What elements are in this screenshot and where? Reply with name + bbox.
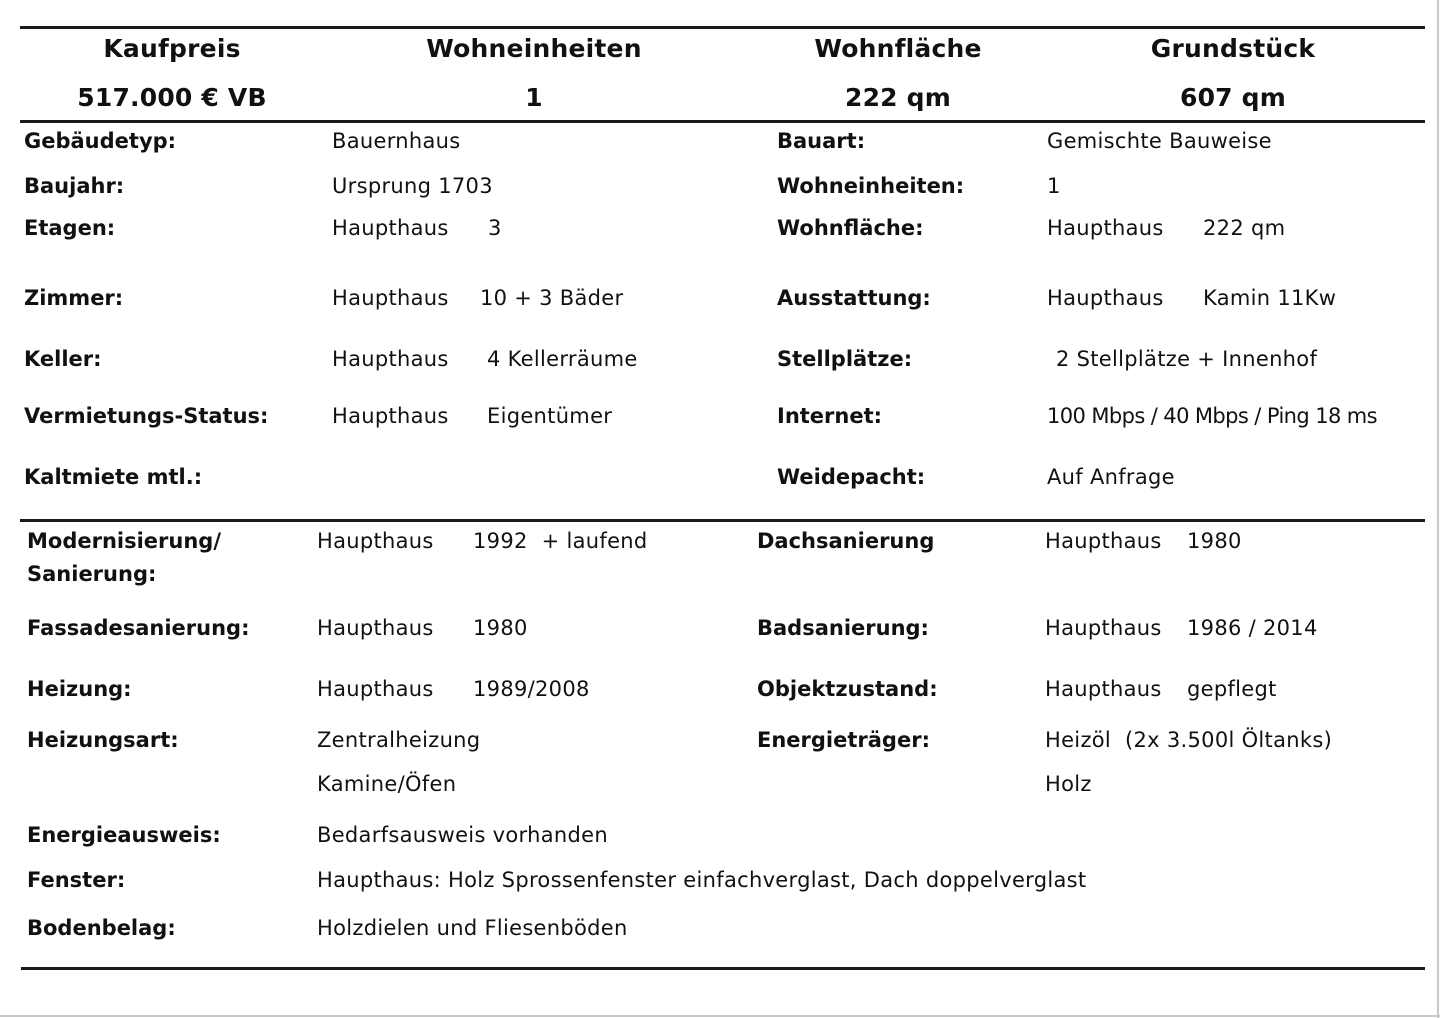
summary-label-wohnflaeche: Wohnfläche bbox=[814, 34, 982, 63]
label-badsanierung: Badsanierung: bbox=[757, 616, 929, 640]
value-vermietungs-status: Haupthaus bbox=[332, 404, 449, 428]
label-energieausweis: Energieausweis: bbox=[27, 823, 221, 847]
detail-objektzustand: gepflegt bbox=[1187, 677, 1277, 701]
label-modernisierung: Modernisierung/ bbox=[27, 529, 222, 553]
label-weidepacht: Weidepacht: bbox=[777, 465, 926, 489]
value-heizungsart-2: Kamine/Öfen bbox=[317, 772, 457, 796]
value-dachsanierung: Haupthaus bbox=[1045, 529, 1162, 553]
label-vermietungs-status: Vermietungs-Status: bbox=[24, 404, 269, 428]
label-gebaeudetyp: Gebäudetyp: bbox=[24, 129, 177, 153]
label-stellplaetze: Stellplätze: bbox=[777, 347, 913, 371]
label-wohnflaeche: Wohnfläche: bbox=[777, 216, 924, 240]
label-kaltmiete: Kaltmiete mtl.: bbox=[24, 465, 203, 489]
label-baujahr: Baujahr: bbox=[24, 174, 125, 198]
page-border-right bbox=[1437, 0, 1439, 1018]
value-etagen: Haupthaus bbox=[332, 216, 449, 240]
summary-value-kaufpreis: 517.000 € VB bbox=[77, 83, 267, 112]
value-fassadesanierung: Haupthaus bbox=[317, 616, 434, 640]
label-wohneinheiten: Wohneinheiten: bbox=[777, 174, 965, 198]
summary-label-wohneinheiten: Wohneinheiten bbox=[426, 34, 642, 63]
value-stellplaetze: 2 Stellplätze + Innenhof bbox=[1056, 347, 1318, 371]
value-weidepacht: Auf Anfrage bbox=[1047, 465, 1175, 489]
detail-etagen: 3 bbox=[488, 216, 502, 240]
detail-fassadesanierung: 1980 bbox=[473, 616, 528, 640]
detail-vermietungs-status: Eigentümer bbox=[487, 404, 613, 428]
detail-modernisierung: 1992 + laufend bbox=[473, 529, 648, 553]
value-heizungsart: Zentralheizung bbox=[317, 728, 481, 752]
summary-label-kaufpreis: Kaufpreis bbox=[103, 34, 241, 63]
value-bauart: Gemischte Bauweise bbox=[1047, 129, 1272, 153]
summary-value-wohnflaeche: 222 qm bbox=[844, 83, 952, 112]
value-wohneinheiten: 1 bbox=[1047, 174, 1061, 198]
label-sanierung: Sanierung: bbox=[27, 562, 157, 586]
detail-zimmer: 10 + 3 Bäder bbox=[480, 286, 624, 310]
label-ausstattung: Ausstattung: bbox=[777, 286, 931, 310]
label-etagen: Etagen: bbox=[24, 216, 116, 240]
detail-dachsanierung: 1980 bbox=[1187, 529, 1242, 553]
value-energieausweis: Bedarfsausweis vorhanden bbox=[317, 823, 608, 847]
label-keller: Keller: bbox=[24, 347, 102, 371]
value-gebaeudetyp: Bauernhaus bbox=[332, 129, 461, 153]
value-baujahr: Ursprung 1703 bbox=[332, 174, 493, 198]
value-modernisierung: Haupthaus bbox=[317, 529, 434, 553]
label-heizungsart: Heizungsart: bbox=[27, 728, 179, 752]
label-bodenbelag: Bodenbelag: bbox=[27, 916, 176, 940]
divider-bottom bbox=[21, 967, 1425, 970]
summary-value-wohneinheiten: 1 bbox=[525, 83, 543, 112]
value-keller: Haupthaus bbox=[332, 347, 449, 371]
label-bauart: Bauart: bbox=[777, 129, 866, 153]
label-dachsanierung: Dachsanierung bbox=[757, 529, 935, 553]
label-internet: Internet: bbox=[777, 404, 883, 428]
divider-middle bbox=[20, 519, 1425, 522]
label-energietraeger: Energieträger: bbox=[757, 728, 930, 752]
value-badsanierung: Haupthaus bbox=[1045, 616, 1162, 640]
divider-top bbox=[20, 26, 1425, 29]
label-zimmer: Zimmer: bbox=[24, 286, 124, 310]
detail-badsanierung: 1986 / 2014 bbox=[1187, 616, 1318, 640]
detail-ausstattung: Kamin 11Kw bbox=[1203, 286, 1337, 310]
label-fenster: Fenster: bbox=[27, 868, 126, 892]
detail-heizung: 1989/2008 bbox=[473, 677, 590, 701]
value-bodenbelag: Holzdielen und Fliesenböden bbox=[317, 916, 628, 940]
label-heizung: Heizung: bbox=[27, 677, 132, 701]
value-ausstattung: Haupthaus bbox=[1047, 286, 1164, 310]
value-fenster: Haupthaus: Holz Sprossenfenster einfachv… bbox=[317, 868, 1087, 892]
value-heizung: Haupthaus bbox=[317, 677, 434, 701]
value-wohnflaeche: Haupthaus bbox=[1047, 216, 1164, 240]
label-fassadesanierung: Fassadesanierung: bbox=[27, 616, 250, 640]
value-energietraeger-2: Holz bbox=[1045, 772, 1092, 796]
detail-wohnflaeche: 222 qm bbox=[1203, 216, 1286, 240]
divider-summary bbox=[20, 120, 1425, 123]
summary-label-grundstueck: Grundstück bbox=[1150, 34, 1316, 63]
label-objektzustand: Objektzustand: bbox=[757, 677, 938, 701]
value-internet: 100 Mbps / 40 Mbps / Ping 18 ms bbox=[1047, 404, 1378, 428]
value-zimmer: Haupthaus bbox=[332, 286, 449, 310]
value-energietraeger: Heizöl (2x 3.500l Öltanks) bbox=[1045, 728, 1333, 752]
summary-value-grundstueck: 607 qm bbox=[1179, 83, 1287, 112]
detail-keller: 4 Kellerräume bbox=[487, 347, 638, 371]
value-objektzustand: Haupthaus bbox=[1045, 677, 1162, 701]
page-border-bottom bbox=[0, 1015, 1440, 1017]
